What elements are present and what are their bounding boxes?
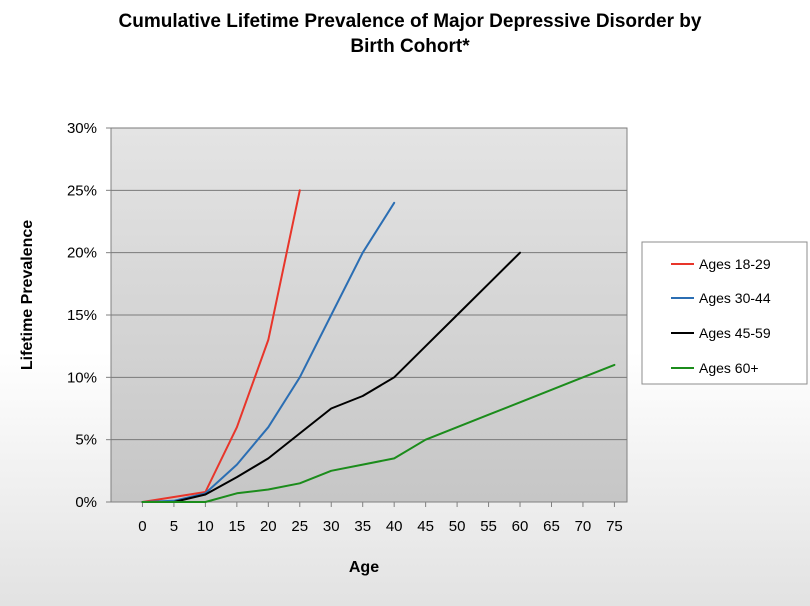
series-line	[141, 189, 301, 503]
x-tick-label: 50	[449, 518, 466, 535]
y-tick-label: 25%	[67, 182, 97, 199]
y-tick-label: 0%	[75, 494, 97, 511]
x-tick-label: 30	[323, 518, 340, 535]
x-tick-label: 70	[575, 518, 592, 535]
legend-item-label: Ages 60+	[699, 360, 759, 376]
y-tick-label: 15%	[67, 307, 97, 324]
x-tick-label: 10	[197, 518, 214, 535]
x-tick-label: 15	[229, 518, 246, 535]
x-tick-label: 20	[260, 518, 277, 535]
legend-item-label: Ages 18-29	[699, 256, 771, 272]
x-tick-label: 25	[291, 518, 308, 535]
series-line	[141, 201, 396, 503]
gridlines	[111, 127, 627, 441]
legend-item-label: Ages 45-59	[699, 325, 771, 341]
x-axis-label: Age	[349, 559, 379, 576]
series-line	[141, 363, 616, 503]
legend: Ages 18-29 Ages 30-44 Ages 45-59 Ages 60+	[641, 241, 808, 385]
y-tick-label: 5%	[75, 432, 97, 449]
chart-title-line-1: Cumulative Lifetime Prevalence of Major …	[119, 11, 702, 32]
chart-title-line-2: Birth Cohort*	[350, 36, 470, 57]
x-tick-label: 60	[512, 518, 529, 535]
legend-box	[641, 241, 808, 385]
y-axis-ticks: 0% 5% 10% 15% 20% 25% 30%	[67, 120, 111, 511]
x-tick-label: 45	[417, 518, 434, 535]
x-tick-label: 40	[386, 518, 403, 535]
x-tick-label: 0	[138, 518, 146, 535]
x-tick-label: 35	[354, 518, 371, 535]
series-lines	[141, 189, 616, 503]
series-line	[141, 251, 521, 503]
x-tick-label: 75	[606, 518, 623, 535]
x-axis-ticks: 0 5 10 15 20 25 30 35 40 45 50 55 60 65 70 75	[138, 502, 623, 535]
x-tick-label: 65	[543, 518, 560, 535]
y-tick-label: 20%	[67, 245, 97, 262]
y-tick-label: 10%	[67, 369, 97, 386]
y-tick-label: 30%	[67, 120, 97, 137]
x-tick-label: 5	[170, 518, 178, 535]
y-axis-label: Lifetime Prevalence	[19, 220, 36, 370]
legend-item-label: Ages 30-44	[699, 290, 771, 306]
x-tick-label: 55	[480, 518, 497, 535]
